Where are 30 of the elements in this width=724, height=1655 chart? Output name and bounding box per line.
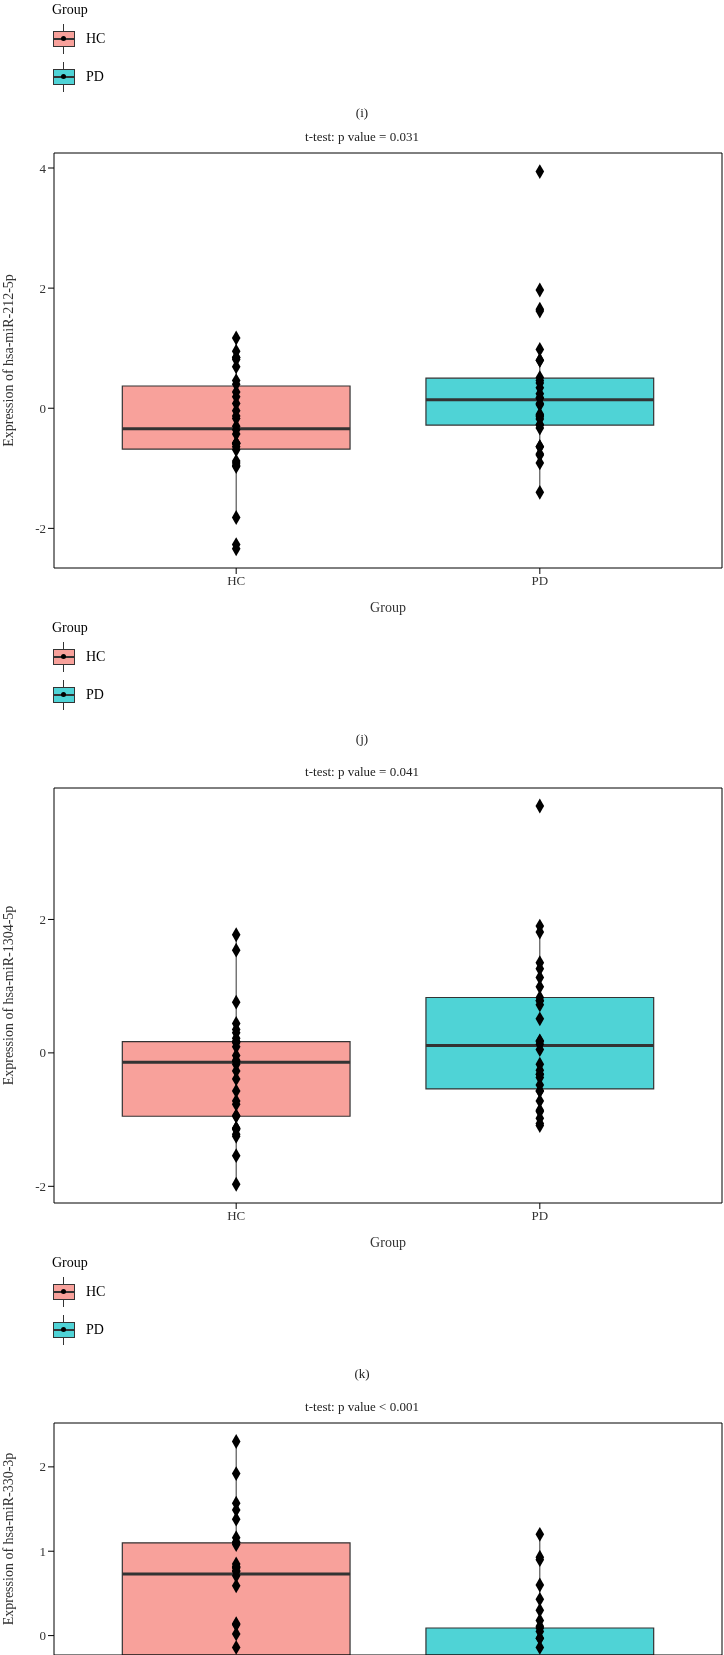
y-axis-title: Expression of hsa-miR-1304-5p <box>0 905 16 1086</box>
y-tick-label: 0 <box>39 1045 46 1061</box>
text: (k) <box>353 1365 371 1383</box>
y-tick-label: 4 <box>39 160 47 176</box>
legend-label: PD <box>86 687 104 703</box>
text: (j) <box>354 730 370 748</box>
y-tick-label: 0 <box>39 400 46 416</box>
legend-label: PD <box>86 69 104 85</box>
chart-title: t-test: p value = 0.041 <box>304 763 420 781</box>
y-axis-title: Expression of hsa-miR-212-5p <box>0 274 16 447</box>
chart-title: t-test: p value < 0.001 <box>304 1398 420 1416</box>
y-axis-title: Expression of hsa-miR-330-3p <box>0 1452 16 1626</box>
y-tick-label: 1 <box>39 1543 46 1559</box>
y-tick-label: 2 <box>39 1459 46 1475</box>
legend-title: Group <box>52 1254 88 1272</box>
text: (i) <box>354 104 370 122</box>
legend-label: HC <box>86 31 106 47</box>
legend-label: PD <box>86 1322 104 1338</box>
y-tick-label: -2 <box>35 520 46 536</box>
legend-label: HC <box>86 1284 106 1300</box>
legend-title: Group <box>52 1 88 19</box>
chart-title: t-test: p value = 0.031 <box>304 128 420 146</box>
legend-title: Group <box>52 619 88 637</box>
x-axis-title: Group <box>370 600 406 615</box>
y-tick-label: -2 <box>35 1178 46 1194</box>
y-tick-label: 0 <box>39 1628 46 1644</box>
y-tick-label: 2 <box>39 912 46 928</box>
legend-label: HC <box>86 649 106 665</box>
y-tick-label: 2 <box>39 280 46 296</box>
x-axis-title: Group <box>370 1235 406 1250</box>
